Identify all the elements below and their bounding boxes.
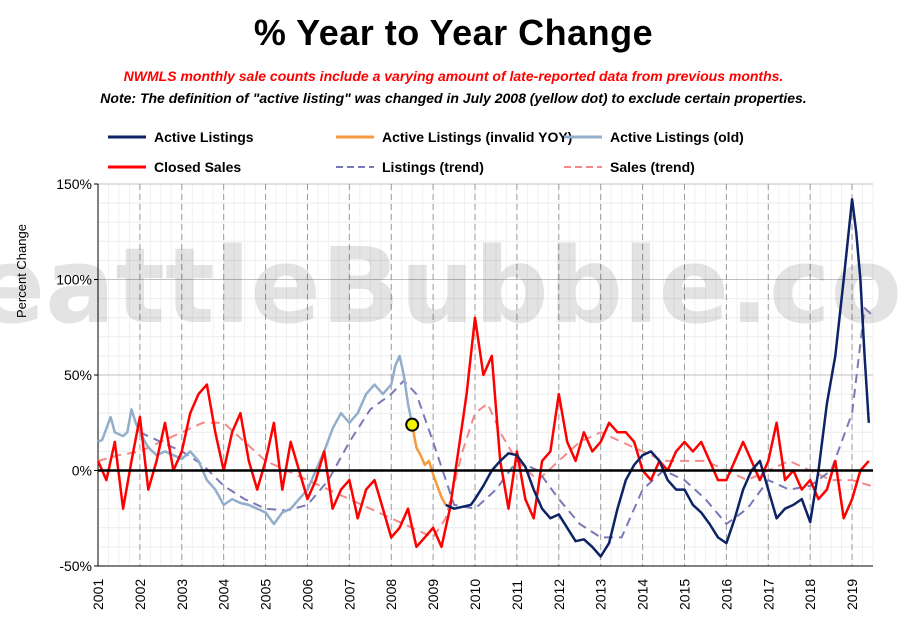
x-tick-label: 2017 xyxy=(760,579,776,610)
x-tick-label: 2004 xyxy=(216,579,232,610)
x-tick-label: 2007 xyxy=(341,579,357,610)
x-tick-label: 2008 xyxy=(383,579,399,610)
watermark-text: SeattleBubble.com xyxy=(0,225,907,347)
legend-label: Closed Sales xyxy=(154,159,242,175)
chart-title: % Year to Year Change xyxy=(253,12,654,53)
legend-item-active-invalid: Active Listings (invalid YOY) xyxy=(336,128,572,146)
x-tick-label: 2018 xyxy=(802,579,818,610)
x-tick-label: 2002 xyxy=(132,579,148,610)
definition-change-dot xyxy=(405,417,420,432)
x-tick-label: 2001 xyxy=(90,579,106,610)
note-late-reported: NWMLS monthly sale counts include a vary… xyxy=(123,68,784,84)
legend-label: Active Listings (old) xyxy=(610,129,744,145)
series-closed-sales xyxy=(96,316,870,549)
y-tick-label: 150% xyxy=(56,176,92,192)
x-tick-label: 2013 xyxy=(593,579,609,610)
legend-label: Sales (trend) xyxy=(610,159,695,175)
legend-item-closed-sales: Closed Sales xyxy=(108,158,241,176)
x-tick-label: 2005 xyxy=(258,579,274,610)
legend-swatch-active-listings xyxy=(108,135,146,139)
legend-item-active-old: Active Listings (old) xyxy=(564,128,744,146)
y-tick-label: 50% xyxy=(64,367,92,383)
series-sales-trend xyxy=(97,402,872,539)
x-tick-label: 2014 xyxy=(635,579,651,610)
legend-swatch-closed-sales xyxy=(108,165,146,169)
note-definition-change: Note: The definition of "active listing"… xyxy=(100,90,807,106)
legend-swatch-active-invalid xyxy=(336,135,374,139)
y-tick-label: -50% xyxy=(59,558,92,574)
series-active-listings-invalid xyxy=(410,424,447,506)
legend-label: Active Listings xyxy=(154,129,254,145)
legend-item-sales-trend: Sales (trend) xyxy=(564,158,695,176)
x-tick-label: 2003 xyxy=(174,579,190,610)
legend-swatch-sales-trend xyxy=(564,166,602,168)
legend-swatch-active-old xyxy=(564,135,602,139)
y-tick-label: 100% xyxy=(56,272,92,288)
legend-swatch-listings-trend xyxy=(336,166,374,168)
legend-item-listings-trend: Listings (trend) xyxy=(336,158,484,176)
series-active-listings-old xyxy=(97,354,414,526)
series-listings-trend xyxy=(139,307,872,539)
legend-item-active-listings: Active Listings xyxy=(108,128,254,146)
x-tick-label: 2015 xyxy=(676,579,692,610)
x-tick-label: 2006 xyxy=(299,579,315,610)
legend-label: Active Listings (invalid YOY) xyxy=(382,129,573,145)
x-tick-label: 2012 xyxy=(551,579,567,610)
x-tick-label: 2016 xyxy=(718,579,734,610)
x-tick-label: 2011 xyxy=(509,580,525,610)
x-tick-label: 2010 xyxy=(467,579,483,610)
legend-label: Listings (trend) xyxy=(382,159,484,175)
x-tick-label: 2009 xyxy=(425,579,441,610)
x-tick-label: 2019 xyxy=(844,579,860,610)
y-tick-label: 0% xyxy=(72,463,92,479)
